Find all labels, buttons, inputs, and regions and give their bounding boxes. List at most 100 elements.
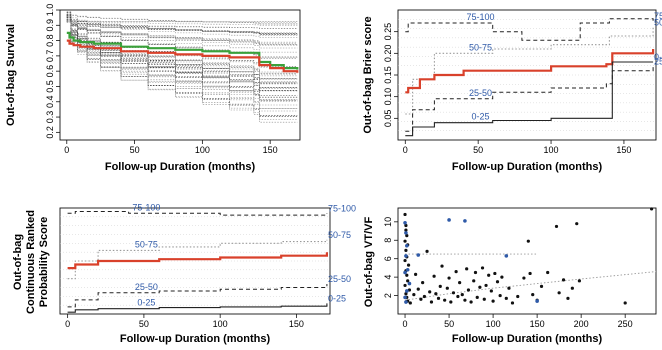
bootstrap-curve <box>66 17 298 73</box>
bootstrap-curve <box>66 17 298 38</box>
series-label-mid: 0-25 <box>137 298 155 308</box>
x-tick-label: 150 <box>616 145 631 155</box>
bootstrap-curve <box>66 19 298 46</box>
bootstrap-curve <box>66 11 298 106</box>
y-tick-label: 10 <box>383 217 393 227</box>
series-line-25-50 <box>405 66 654 132</box>
bootstrap-curve <box>66 16 298 67</box>
scatter-point-black <box>575 222 579 226</box>
bootstrap-curve <box>66 19 298 85</box>
y-ticks: 0.05 0.10 0.15 0.20 0.25 <box>383 23 398 127</box>
scatter-point-black <box>419 297 423 301</box>
bootstrap-curve <box>66 20 298 45</box>
series-label-end: 50-75 <box>328 230 351 240</box>
scatter-point-black <box>491 299 495 303</box>
series-line-50-75 <box>405 27 654 115</box>
scatter-point-black <box>432 274 436 278</box>
scatter-point-black <box>469 300 473 304</box>
grid-lines <box>60 216 330 306</box>
x-tick-label: 150 <box>263 145 278 155</box>
scatter-point-black <box>460 293 464 297</box>
bootstrap-curve <box>66 17 298 116</box>
scatter-point-black <box>412 293 416 297</box>
bootstrap-curve <box>66 21 298 109</box>
series-label-mid: 50-75 <box>135 239 158 249</box>
bootstrap-curve <box>66 21 298 29</box>
scatter-point-black <box>498 293 502 298</box>
scatter-point-black <box>504 296 508 300</box>
plot-frame <box>397 207 657 315</box>
series-label-mid: 25-50 <box>469 88 492 98</box>
x-ticks: 0 50 100 150 <box>65 314 304 329</box>
scatter-point-black <box>500 275 504 279</box>
series-label-end: 75-100 <box>654 11 662 21</box>
y-axis-label: Out-of-bag Survival <box>5 24 17 126</box>
bootstrap-curve <box>66 14 298 112</box>
y-tick-label: 0.8 <box>45 34 55 47</box>
scatter-point-black <box>422 294 427 299</box>
scatter-point-black <box>404 248 408 252</box>
y-tick-label: 4 <box>383 275 393 280</box>
bootstrap-curve <box>66 15 298 83</box>
plot-frame <box>59 9 301 141</box>
scatter-point-black <box>566 296 570 300</box>
scatter-point-black <box>623 301 627 305</box>
x-tick-label: 0 <box>65 319 70 329</box>
y-ticks: 0.2 0.3 0.4 0.5 0.6 0.7 0.8 0.9 1.0 <box>45 4 60 139</box>
y-tick-label: 0.2 <box>45 126 55 139</box>
series-line-red <box>405 49 655 94</box>
series-group: 75-100 75-100 50-75 50-75 25-50 25-50 0-25 0-25 <box>67 202 356 313</box>
y-tick-label: 0.7 <box>45 50 55 63</box>
x-tick-label: 100 <box>213 319 228 329</box>
bootstrap-curve <box>66 20 298 23</box>
scatter-point-black <box>451 291 456 295</box>
series-line-50-75 <box>67 239 328 280</box>
scatter-point-black <box>570 286 574 290</box>
scatter-point-black <box>440 264 444 268</box>
scatter-point-black <box>472 279 476 283</box>
panel-vtvf: 0 50 100 150 200 250 2 4 6 8 10 Follow-up Duratio… <box>363 207 657 345</box>
scatter-point-blue <box>403 270 407 275</box>
series-label-mid: 25-50 <box>135 282 158 292</box>
x-tick-label: 50 <box>139 319 149 329</box>
bootstrap-curve <box>66 14 298 58</box>
y-axis-label: Out-of-bag VT/VF <box>363 217 375 308</box>
y-axis-label-line-3: Probability Score <box>38 217 50 307</box>
series-line-green <box>66 31 299 70</box>
y-axis-label-line-2: Continuous Ranked <box>25 210 37 314</box>
bootstrap-curve <box>66 17 298 101</box>
scatter-point-blue <box>407 281 412 286</box>
scatter-point-black <box>482 297 486 301</box>
scatter-point-black <box>414 272 418 276</box>
y-tick-label: 0.5 <box>45 80 55 93</box>
scatter-point-black <box>403 239 407 243</box>
bootstrap-curve <box>66 13 298 58</box>
scatter-point-black <box>526 239 530 243</box>
series-label-end: 75-100 <box>328 203 356 213</box>
scatter-point-black <box>436 296 441 300</box>
scatter-point-black <box>404 228 408 232</box>
scatter-point-black <box>561 278 566 282</box>
x-axis-label: Follow-up Duration (months) <box>452 333 603 345</box>
scatter-point-black <box>438 284 442 288</box>
scatter-point-blue <box>405 243 409 248</box>
x-axis-label: Follow-up Duration (months) <box>452 161 603 173</box>
x-tick-label: 0 <box>64 145 69 155</box>
scatter-point-black <box>487 273 491 277</box>
scatter-point-blue <box>535 299 539 303</box>
scatter-point-black <box>454 270 458 274</box>
scatter-point-black <box>557 291 561 295</box>
bootstrap-curve <box>66 15 298 75</box>
series-label-end: 25-50 <box>654 56 662 66</box>
bootstrap-curve <box>66 12 298 25</box>
scatter-point-black <box>449 300 453 304</box>
y-tick-label: 0.6 <box>45 65 55 78</box>
x-tick-label: 100 <box>544 145 559 155</box>
scatter-point-black <box>577 279 581 283</box>
bootstrap-curve <box>66 18 298 44</box>
x-tick-label: 150 <box>289 319 304 329</box>
bootstrap-curve <box>66 20 298 100</box>
bootstrap-curve <box>66 14 298 109</box>
scatter-point-black <box>516 294 520 299</box>
y-ticks: 2 4 6 8 10 <box>383 217 398 298</box>
